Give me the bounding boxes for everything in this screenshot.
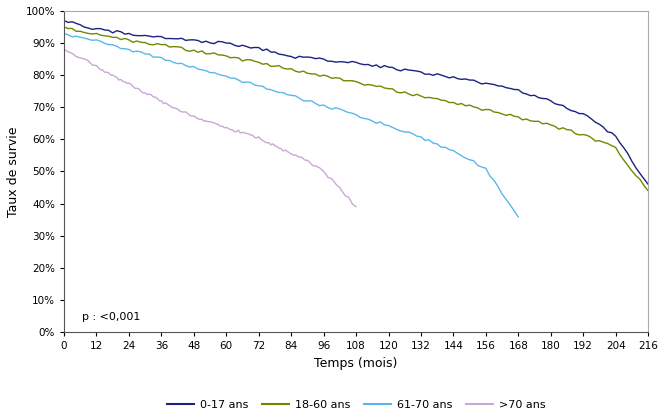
>70 ans	[352, 204, 360, 209]
18-60 ans	[519, 117, 527, 122]
0-17 ans	[88, 27, 96, 32]
61-70 ans	[72, 34, 80, 39]
>70 ans	[172, 106, 180, 111]
18-60 ans	[64, 26, 72, 31]
Text: p : <0,001: p : <0,001	[82, 312, 140, 322]
0-17 ans	[604, 129, 612, 134]
18-60 ans	[60, 24, 68, 29]
0-17 ans	[64, 20, 72, 25]
61-70 ans	[482, 166, 490, 171]
61-70 ans	[60, 31, 68, 36]
61-70 ans	[438, 145, 446, 150]
0-17 ans	[60, 18, 68, 23]
>70 ans	[247, 133, 255, 138]
Line: 18-60 ans: 18-60 ans	[64, 27, 648, 191]
>70 ans	[198, 117, 206, 122]
0-17 ans	[397, 68, 405, 73]
61-70 ans	[514, 215, 522, 220]
Y-axis label: Taux de survie: Taux de survie	[7, 126, 20, 217]
61-70 ans	[206, 70, 214, 75]
>70 ans	[115, 78, 123, 83]
Line: 61-70 ans: 61-70 ans	[64, 34, 518, 217]
18-60 ans	[397, 90, 405, 95]
Line: 0-17 ans: 0-17 ans	[64, 21, 648, 184]
0-17 ans	[644, 182, 652, 187]
Legend: 0-17 ans, 18-60 ans, 61-70 ans, >70 ans: 0-17 ans, 18-60 ans, 61-70 ans, >70 ans	[162, 395, 550, 414]
0-17 ans	[519, 90, 527, 95]
18-60 ans	[502, 113, 510, 118]
X-axis label: Temps (mois): Temps (mois)	[315, 356, 398, 370]
>70 ans	[60, 47, 68, 52]
18-60 ans	[604, 141, 612, 146]
18-60 ans	[88, 32, 96, 37]
>70 ans	[289, 153, 297, 158]
61-70 ans	[401, 129, 409, 134]
18-60 ans	[644, 188, 652, 193]
Line: >70 ans: >70 ans	[64, 49, 356, 207]
61-70 ans	[76, 35, 84, 40]
0-17 ans	[502, 85, 510, 90]
>70 ans	[178, 109, 186, 114]
